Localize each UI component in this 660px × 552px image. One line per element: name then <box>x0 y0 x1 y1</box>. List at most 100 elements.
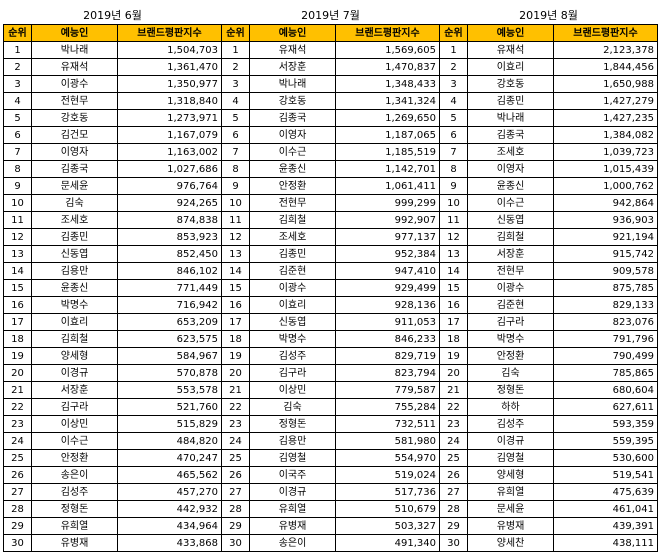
rank-cell: 14 <box>439 262 468 280</box>
table-row: 1 유재석 1,569,605 <box>221 41 440 59</box>
table-row: 30 송은이 491,340 <box>221 534 440 552</box>
name-cell: 이영자 <box>249 126 336 144</box>
table-row: 18 김희철 623,575 <box>3 330 222 348</box>
table-row: 27 유희열 475,639 <box>439 483 658 501</box>
table-row: 20 김숙 785,865 <box>439 364 658 382</box>
score-cell: 1,269,650 <box>335 109 440 127</box>
name-cell: 이국주 <box>249 466 336 484</box>
table-row: 2 이효리 1,844,456 <box>439 58 658 76</box>
score-cell: 470,247 <box>117 449 222 467</box>
score-cell: 680,604 <box>553 381 658 399</box>
rank-cell: 21 <box>439 381 468 399</box>
table-row: 2 서장훈 1,470,837 <box>221 58 440 76</box>
name-cell: 안정환 <box>467 347 554 365</box>
table-row: 21 이상민 779,587 <box>221 381 440 399</box>
name-cell: 이효리 <box>249 296 336 314</box>
name-cell: 이수근 <box>249 143 336 161</box>
score-cell: 510,679 <box>335 500 440 518</box>
rank-cell: 16 <box>3 296 32 314</box>
score-cell: 846,102 <box>117 262 222 280</box>
table-row: 25 김영철 530,600 <box>439 449 658 467</box>
name-cell: 김구라 <box>467 313 554 331</box>
rank-cell: 5 <box>3 109 32 127</box>
rank-cell: 15 <box>3 279 32 297</box>
table-row: 19 김성주 829,719 <box>221 347 440 365</box>
score-cell: 829,719 <box>335 347 440 365</box>
score-cell: 921,194 <box>553 228 658 246</box>
score-cell: 771,449 <box>117 279 222 297</box>
name-cell: 김구라 <box>249 364 336 382</box>
rank-cell: 5 <box>221 109 250 127</box>
name-cell: 이경규 <box>249 483 336 501</box>
table-row: 10 김숙 924,265 <box>3 194 222 212</box>
rank-cell: 6 <box>221 126 250 144</box>
rank-cell: 4 <box>221 92 250 110</box>
score-cell: 791,796 <box>553 330 658 348</box>
name-cell: 김희철 <box>467 228 554 246</box>
score-cell: 1,000,762 <box>553 177 658 195</box>
rank-cell: 14 <box>3 262 32 280</box>
name-cell: 이수근 <box>31 432 118 450</box>
rank-cell: 12 <box>221 228 250 246</box>
table-row: 5 김종국 1,269,650 <box>221 109 440 127</box>
table-row: 21 정형돈 680,604 <box>439 381 658 399</box>
rank-cell: 16 <box>439 296 468 314</box>
table-row: 23 정형돈 732,511 <box>221 415 440 433</box>
name-cell: 서장훈 <box>467 245 554 263</box>
name-cell: 이경규 <box>467 432 554 450</box>
ranking-table: 2019년 8월 순위 예능인 브랜드평판지수 1 유재석 2,123,378 2 이효리 1,8… <box>439 6 658 552</box>
table-row: 11 조세호 874,838 <box>3 211 222 229</box>
name-cell: 김건모 <box>31 126 118 144</box>
rank-cell: 3 <box>439 75 468 93</box>
rank-cell: 11 <box>439 211 468 229</box>
table-row: 16 박명수 716,942 <box>3 296 222 314</box>
score-cell: 503,327 <box>335 517 440 535</box>
table-row: 15 이광수 929,499 <box>221 279 440 297</box>
name-cell: 이광수 <box>31 75 118 93</box>
rank-cell: 13 <box>439 245 468 263</box>
score-cell: 1,650,988 <box>553 75 658 93</box>
rank-cell: 2 <box>439 58 468 76</box>
score-header: 브랜드평판지수 <box>335 24 440 42</box>
header-row: 순위 예능인 브랜드평판지수 <box>221 24 440 42</box>
name-cell: 송은이 <box>31 466 118 484</box>
rank-cell: 8 <box>439 160 468 178</box>
name-cell: 김준현 <box>467 296 554 314</box>
table-row: 10 전현무 999,299 <box>221 194 440 212</box>
table-row: 10 이수근 942,864 <box>439 194 658 212</box>
score-cell: 530,600 <box>553 449 658 467</box>
name-cell: 김종민 <box>249 245 336 263</box>
name-cell: 조세호 <box>249 228 336 246</box>
score-cell: 915,742 <box>553 245 658 263</box>
name-cell: 송은이 <box>249 534 336 552</box>
table-row: 25 김영철 554,970 <box>221 449 440 467</box>
score-header: 브랜드평판지수 <box>117 24 222 42</box>
table-row: 14 김준현 947,410 <box>221 262 440 280</box>
table-row: 21 서장훈 553,578 <box>3 381 222 399</box>
name-cell: 신동엽 <box>31 245 118 263</box>
table-row: 30 유병재 433,868 <box>3 534 222 552</box>
name-cell: 유재석 <box>31 58 118 76</box>
table-row: 12 조세호 977,137 <box>221 228 440 246</box>
name-cell: 김종민 <box>31 228 118 246</box>
score-cell: 1,273,971 <box>117 109 222 127</box>
table-row: 29 유희열 434,964 <box>3 517 222 535</box>
ranking-sheet: 2019년 6월 순위 예능인 브랜드평판지수 1 박나래 1,504,703 2 유재석 1,3… <box>3 6 658 552</box>
score-cell: 517,736 <box>335 483 440 501</box>
name-cell: 김성주 <box>467 415 554 433</box>
score-cell: 484,820 <box>117 432 222 450</box>
name-cell: 김희철 <box>249 211 336 229</box>
score-cell: 909,578 <box>553 262 658 280</box>
header-row: 순위 예능인 브랜드평판지수 <box>439 24 658 42</box>
score-cell: 790,499 <box>553 347 658 365</box>
score-cell: 434,964 <box>117 517 222 535</box>
score-cell: 515,829 <box>117 415 222 433</box>
name-cell: 김준현 <box>249 262 336 280</box>
rank-cell: 30 <box>439 534 468 552</box>
rank-cell: 29 <box>3 517 32 535</box>
table-row: 11 신동엽 936,903 <box>439 211 658 229</box>
rank-cell: 9 <box>3 177 32 195</box>
table-row: 1 유재석 2,123,378 <box>439 41 658 59</box>
name-cell: 전현무 <box>31 92 118 110</box>
table-row: 14 전현무 909,578 <box>439 262 658 280</box>
